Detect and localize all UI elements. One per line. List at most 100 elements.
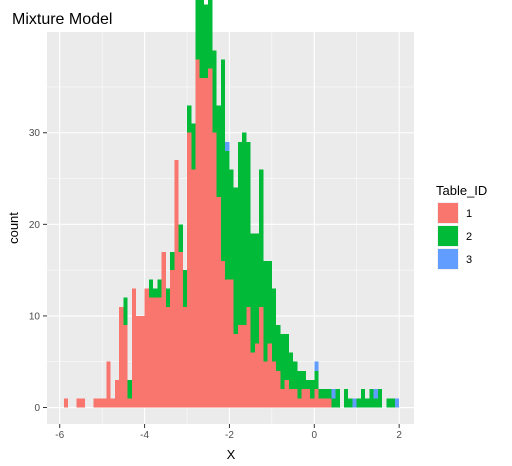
histogram-bar-series-3 xyxy=(373,389,378,399)
histogram-bar-series-1 xyxy=(114,380,120,408)
x-tick-label: 2 xyxy=(396,430,402,441)
histogram-bar-series-1 xyxy=(123,325,128,408)
histogram-bar-series-1 xyxy=(225,279,230,408)
histogram-bar-series-2 xyxy=(178,224,183,252)
x-tick-label: -2 xyxy=(225,430,234,441)
histogram-bar-series-1 xyxy=(297,398,302,408)
histogram-bar-series-3 xyxy=(394,398,400,408)
histogram-bar-series-2 xyxy=(153,288,158,298)
histogram-bar-series-1 xyxy=(93,398,98,408)
histogram-bar-series-2 xyxy=(280,334,285,390)
histogram-bar-series-1 xyxy=(327,398,332,408)
histogram-bar-series-2 xyxy=(327,389,332,399)
histogram-bar-series-2 xyxy=(390,398,395,408)
legend-key-swatch xyxy=(438,226,458,246)
histogram-bar-series-1 xyxy=(271,361,277,408)
y-axis-title: count xyxy=(6,212,21,244)
histogram-bar-series-2 xyxy=(271,288,277,362)
histogram-bar-series-2 xyxy=(343,389,349,408)
histogram-bar-series-2 xyxy=(356,398,361,408)
histogram-bar-series-2 xyxy=(322,389,328,399)
histogram-bar-series-1 xyxy=(97,398,103,408)
histogram-bar-series-1 xyxy=(284,380,289,408)
histogram-bar-series-2 xyxy=(148,279,154,298)
x-tick-label: 0 xyxy=(312,430,318,441)
histogram-bar-series-1 xyxy=(170,270,175,408)
histogram-bar-series-1 xyxy=(119,306,124,408)
histogram-bar-series-2 xyxy=(246,141,251,307)
histogram-bar-series-1 xyxy=(229,279,234,408)
histogram-bar-series-2 xyxy=(263,260,268,362)
histogram-bar-series-1 xyxy=(191,169,196,408)
histogram-bar-series-3 xyxy=(331,389,336,399)
histogram-bar-series-1 xyxy=(288,389,294,408)
histogram-bar-series-1 xyxy=(310,398,315,408)
x-axis-title: X xyxy=(227,447,236,462)
histogram-bar-series-2 xyxy=(377,389,383,408)
histogram-bar-series-1 xyxy=(242,325,247,408)
histogram-bar-series-1 xyxy=(187,132,192,408)
x-tick-label: -6 xyxy=(55,430,64,441)
histogram-bar-series-1 xyxy=(131,288,137,408)
legend-items: 1 2 3 xyxy=(437,202,472,270)
histogram-bar-series-2 xyxy=(297,370,302,399)
histogram-bar-series-2 xyxy=(259,169,264,307)
histogram-bar-series-1 xyxy=(267,343,272,408)
histogram-bar-series-2 xyxy=(365,398,370,408)
histogram-bar-series-1 xyxy=(220,260,226,408)
y-axis: 0 10 20 30 xyxy=(29,128,47,414)
histogram-bar-series-2 xyxy=(254,233,260,344)
histogram-bar-series-2 xyxy=(170,251,175,271)
histogram-bar-series-1 xyxy=(254,343,260,408)
legend-key-swatch xyxy=(438,249,458,269)
histogram-bar-series-2 xyxy=(305,380,311,390)
histogram-bar-series-2 xyxy=(386,398,391,408)
histogram-bar-series-2 xyxy=(369,389,374,408)
histogram-bar-series-1 xyxy=(301,389,306,408)
histogram-bar-series-1 xyxy=(246,306,251,408)
histogram-bar-series-3 xyxy=(314,361,319,371)
histogram-bar-series-2 xyxy=(165,288,171,307)
histogram-bar-series-2 xyxy=(348,398,353,408)
plot-panel xyxy=(47,0,414,424)
histogram-bar-series-1 xyxy=(127,398,132,408)
histogram-bar-series-2 xyxy=(373,398,378,408)
histogram-bar-series-1 xyxy=(161,251,166,408)
histogram-bar-series-2 xyxy=(208,0,213,69)
legend-label: 1 xyxy=(466,208,472,220)
histogram-bar-series-2 xyxy=(314,370,319,390)
histogram-bar-series-2 xyxy=(216,105,221,197)
histogram-bar-series-1 xyxy=(182,306,188,408)
histogram-bar-series-2 xyxy=(182,270,188,307)
histogram-bar-series-2 xyxy=(318,389,323,399)
histogram-bar-series-1 xyxy=(293,389,298,408)
histogram-bar-series-1 xyxy=(314,389,319,408)
histogram-bar-series-2 xyxy=(191,123,196,170)
histogram-bar-series-2 xyxy=(242,132,247,326)
legend: Table_ID 1 2 3 xyxy=(436,183,487,270)
histogram-bar-series-1 xyxy=(322,398,328,408)
y-tick-label: 30 xyxy=(29,128,41,139)
histogram-bar-series-2 xyxy=(310,380,315,399)
histogram-bar-series-1 xyxy=(203,77,209,408)
legend-title: Table_ID xyxy=(436,183,487,198)
histogram-bar-series-2 xyxy=(229,169,234,280)
histogram-bar-series-2 xyxy=(127,380,132,399)
histogram-bar-series-1 xyxy=(165,306,171,408)
histogram-bar-series-2 xyxy=(284,334,289,381)
histogram-bar-series-1 xyxy=(280,389,285,408)
histogram-bar-series-1 xyxy=(110,398,115,408)
histogram-bar-series-1 xyxy=(276,370,281,408)
histogram-bar-series-2 xyxy=(157,279,162,298)
histogram-bar-series-2 xyxy=(212,50,217,133)
histogram-bar-series-1 xyxy=(250,352,255,408)
histogram-bar-series-3 xyxy=(225,141,230,152)
chart-title: Mixture Model xyxy=(12,11,112,28)
histogram-bar-series-1 xyxy=(80,398,86,408)
histogram-bar-series-1 xyxy=(216,196,221,408)
histogram-bar-series-2 xyxy=(360,389,366,408)
histogram-bar-series-2 xyxy=(293,361,298,390)
histogram-bar-series-2 xyxy=(250,233,255,353)
histogram-bar-series-2 xyxy=(225,151,230,280)
histogram-bar-series-1 xyxy=(259,306,264,408)
